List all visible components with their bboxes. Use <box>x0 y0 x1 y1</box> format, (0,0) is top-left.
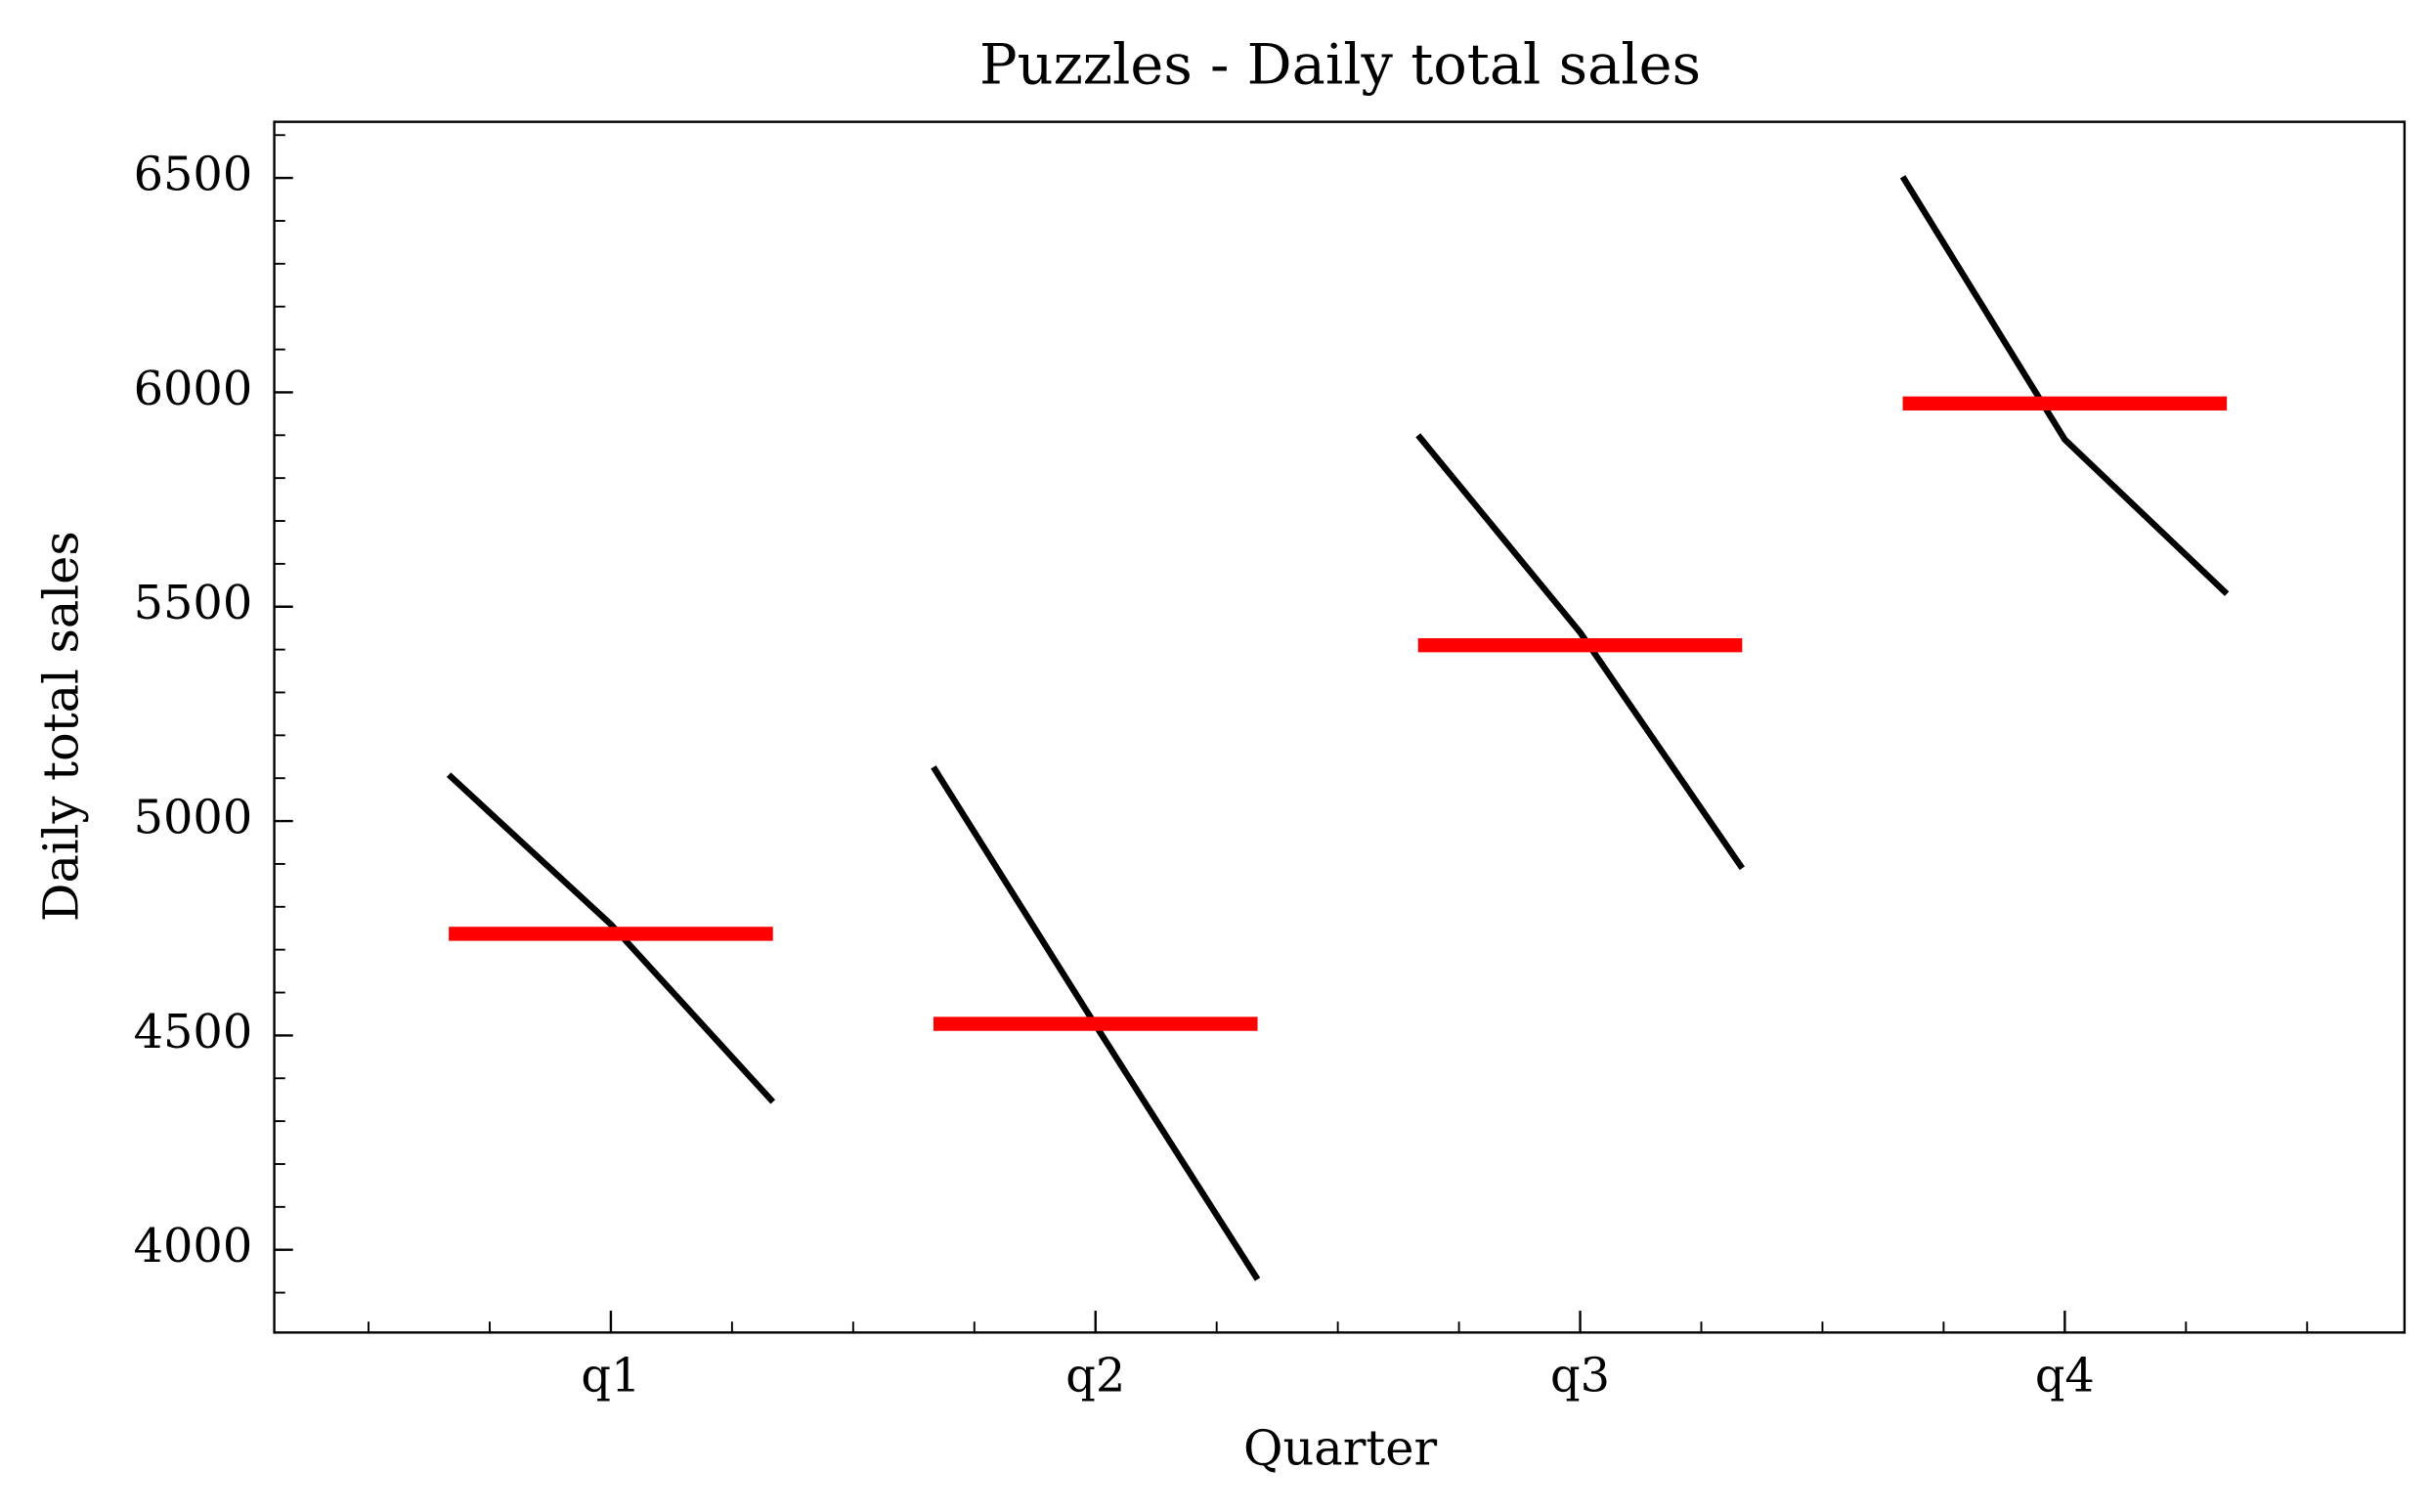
x-axis-label: Quarter <box>1243 1420 1437 1477</box>
subseries-line <box>1899 175 2230 596</box>
y-tick-label: 6000 <box>134 363 253 416</box>
y-axis-label: Daily total sales <box>32 531 89 922</box>
y-tick-label: 5000 <box>134 792 253 845</box>
subseries-line <box>1415 433 1745 871</box>
y-tick-label: 5500 <box>134 577 253 630</box>
subseries-line <box>446 772 776 1104</box>
x-tick-label: q2 <box>1065 1350 1125 1404</box>
x-tick-label: q3 <box>1550 1350 1610 1404</box>
x-tick-label: q1 <box>581 1350 640 1404</box>
y-tick-label: 6500 <box>134 149 253 202</box>
y-tick-label: 4000 <box>134 1220 253 1274</box>
chart-title: Puzzles - Daily total sales <box>979 31 1701 97</box>
x-tick-label: q4 <box>2035 1350 2095 1404</box>
y-tick-label: 4500 <box>134 1006 253 1059</box>
plot-frame <box>273 120 2407 1334</box>
